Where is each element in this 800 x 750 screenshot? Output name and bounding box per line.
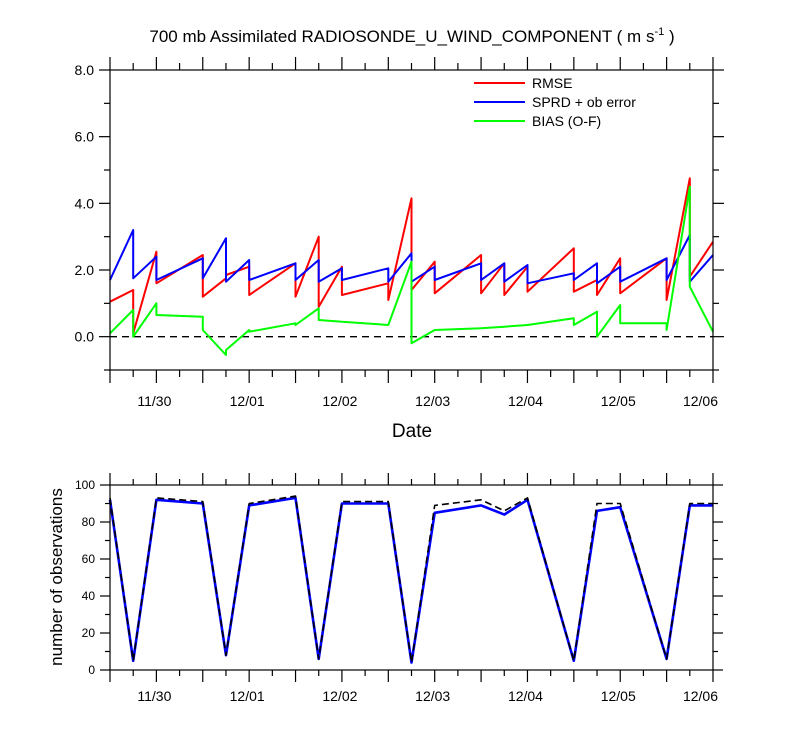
- count-y-tick-label: 60: [82, 552, 96, 566]
- y-tick-label: 8.0: [75, 62, 95, 78]
- y-tick-label: 6.0: [75, 129, 95, 145]
- top-series-layer: [109, 177, 714, 356]
- x-tick-label: 11/30: [137, 393, 171, 409]
- count-x-tick-label: 12/05: [601, 688, 636, 704]
- legend-label: BIAS (O-F): [532, 113, 601, 129]
- bottom-series-layer: [108, 495, 713, 664]
- bottom-axis-ticks: 0 20 40 60 80 100 11/30 12/01 12/02 12/03 12/04 12/…: [75, 473, 723, 704]
- count-x-tick-label: 12/02: [322, 688, 357, 704]
- count-x-tick-label: 12/04: [508, 688, 543, 704]
- x-tick-label: 12/03: [415, 393, 450, 409]
- series-line-rmse: [109, 177, 714, 335]
- count-line-used: [108, 496, 713, 664]
- count-y-tick-label: 0: [88, 663, 95, 677]
- legend-label: RMSE: [532, 75, 572, 91]
- count-y-tick-label: 40: [82, 589, 96, 603]
- legend: RMSE SPRD + ob error BIAS (O-F): [474, 75, 636, 129]
- count-y-tick-label: 20: [82, 626, 96, 640]
- y-tick-label: 2.0: [75, 262, 95, 278]
- chart-title: 700 mb Assimilated RADIOSONDE_U_WIND_COM…: [149, 26, 674, 46]
- x-tick-label: 12/06: [683, 393, 718, 409]
- y-tick-label: 4.0: [75, 195, 95, 211]
- count-x-tick-label: 12/03: [415, 688, 450, 704]
- x-tick-label: 12/01: [230, 393, 265, 409]
- x-tick-label: 12/02: [322, 393, 357, 409]
- x-tick-label: 12/04: [508, 393, 543, 409]
- count-line-possible: [109, 495, 713, 664]
- x-axis-label: Date: [392, 421, 432, 442]
- top-axis-ticks: 0.0 2.0 4.0 6.0 8.0 11/30 12/01 12/02 12/03 12/04…: [75, 57, 724, 409]
- count-x-tick-label: 12/06: [683, 688, 718, 704]
- observation-count-chart: 0 20 40 60 80 100 11/30 12/01 12/02 12/03 12/04 12/…: [47, 473, 723, 704]
- count-y-tick-label: 100: [75, 478, 95, 492]
- count-x-tick-label: 12/01: [230, 688, 265, 704]
- x-tick-label: 12/05: [601, 393, 636, 409]
- series-line-bias: [109, 185, 714, 356]
- y-tick-label: 0.0: [75, 329, 95, 345]
- count-y-tick-label: 80: [82, 515, 96, 529]
- legend-label: SPRD + ob error: [532, 94, 636, 110]
- y-axis-label-observations: number of observations: [47, 488, 66, 666]
- count-x-tick-label: 11/30: [137, 688, 171, 704]
- rmse-bias-chart: 700 mb Assimilated RADIOSONDE_U_WIND_COM…: [75, 26, 724, 442]
